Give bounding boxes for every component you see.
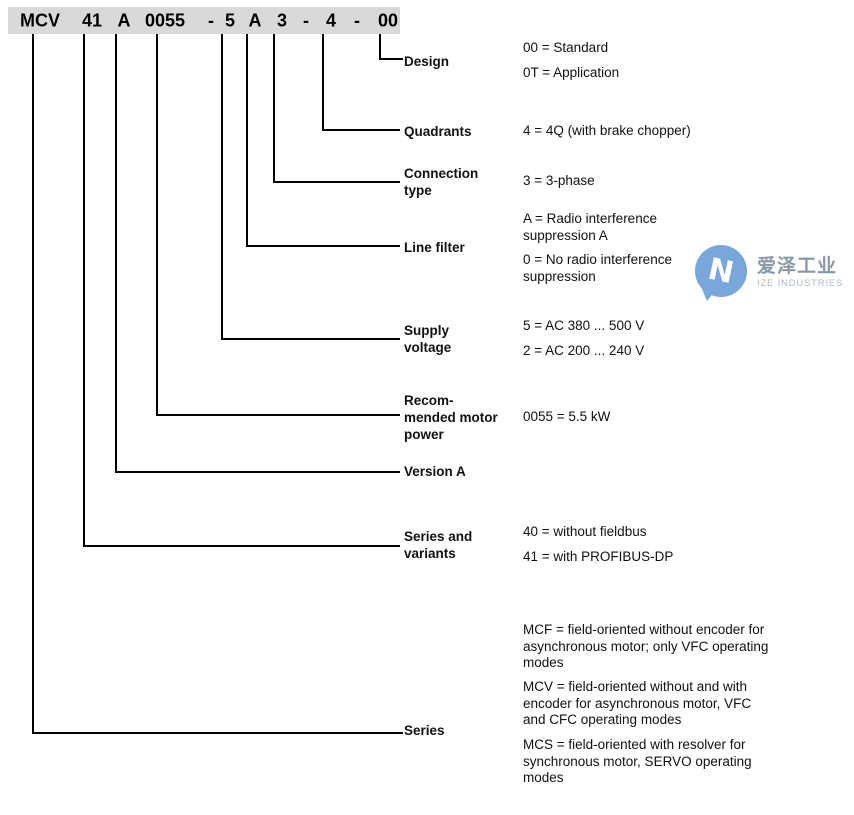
label-power: Recom- mended motor power xyxy=(404,393,498,442)
ize-logo-text: 爱泽工业 IZE INDUSTRIES xyxy=(757,256,843,290)
value-voltage-240: 2 = AC 200 ... 240 V xyxy=(523,343,645,358)
connector-power xyxy=(156,34,400,416)
code-segment-voltage: 5 xyxy=(224,10,236,30)
label-line-filter: Line filter xyxy=(404,240,465,255)
ize-logo-chinese-name: 爱泽工业 xyxy=(757,256,838,277)
label-version: Version A xyxy=(404,464,466,479)
code-separator-2: - xyxy=(303,10,309,30)
connector-version xyxy=(115,34,400,473)
label-series: Series xyxy=(404,723,445,738)
code-segment-series: MCV xyxy=(20,10,60,30)
label-variants: Series and variants xyxy=(404,529,473,561)
value-series-mcs: MCS = field-oriented with resolver for s… xyxy=(523,737,752,785)
value-design-application: 0T = Application xyxy=(523,65,620,80)
connector-line-filter xyxy=(246,34,400,247)
value-series-mcf: MCF = field-oriented without encoder for… xyxy=(523,622,769,670)
value-variant-41: 41 = with PROFIBUS-DP xyxy=(523,549,674,564)
code-segment-filter: A xyxy=(248,10,262,30)
label-quadrants: Quadrants xyxy=(404,124,472,139)
label-supply: Supply voltage xyxy=(404,323,452,355)
connector-series xyxy=(32,34,403,734)
connector-quadrants xyxy=(322,34,400,131)
code-segment-design: 00 xyxy=(377,10,399,30)
value-filter-none: 0 = No radio interference suppression xyxy=(523,252,672,284)
code-separator-3: - xyxy=(354,10,360,30)
ize-watermark: N 爱泽工业 IZE INDUSTRIES xyxy=(694,244,843,302)
connector-connection xyxy=(273,34,400,183)
code-segment-variant: 41 xyxy=(81,10,103,30)
code-segment-connection: 3 xyxy=(276,10,288,30)
value-variant-40: 40 = without fieldbus xyxy=(523,524,647,539)
ize-logo-icon: N xyxy=(695,245,747,301)
connector-variants xyxy=(83,34,400,547)
value-voltage-500: 5 = AC 380 ... 500 V xyxy=(523,318,645,333)
code-separator-1: - xyxy=(208,10,214,30)
value-power-0055: 0055 = 5.5 kW xyxy=(523,409,611,424)
value-series-mcv: MCV = field-oriented without and with en… xyxy=(523,679,752,727)
type-code-box: MCV 41 A 0055 - 5 A 3 - 4 - 00 xyxy=(8,7,400,34)
connector-design xyxy=(379,34,403,60)
label-connection: Connection type xyxy=(404,166,479,198)
value-quadrants-4q: 4 = 4Q (with brake chopper) xyxy=(523,123,691,138)
value-connection-3phase: 3 = 3-phase xyxy=(523,173,595,188)
code-segment-power: 0055 xyxy=(144,10,186,30)
code-segment-quadrants: 4 xyxy=(325,10,337,30)
label-design: Design xyxy=(404,54,450,69)
value-design-standard: 00 = Standard xyxy=(523,40,609,55)
connector-supply xyxy=(221,34,400,340)
ize-logo-english-name: IZE INDUSTRIES xyxy=(757,278,844,289)
value-filter-suppression-a: A = Radio interference suppression A xyxy=(523,211,657,243)
code-segment-version: A xyxy=(117,10,131,30)
